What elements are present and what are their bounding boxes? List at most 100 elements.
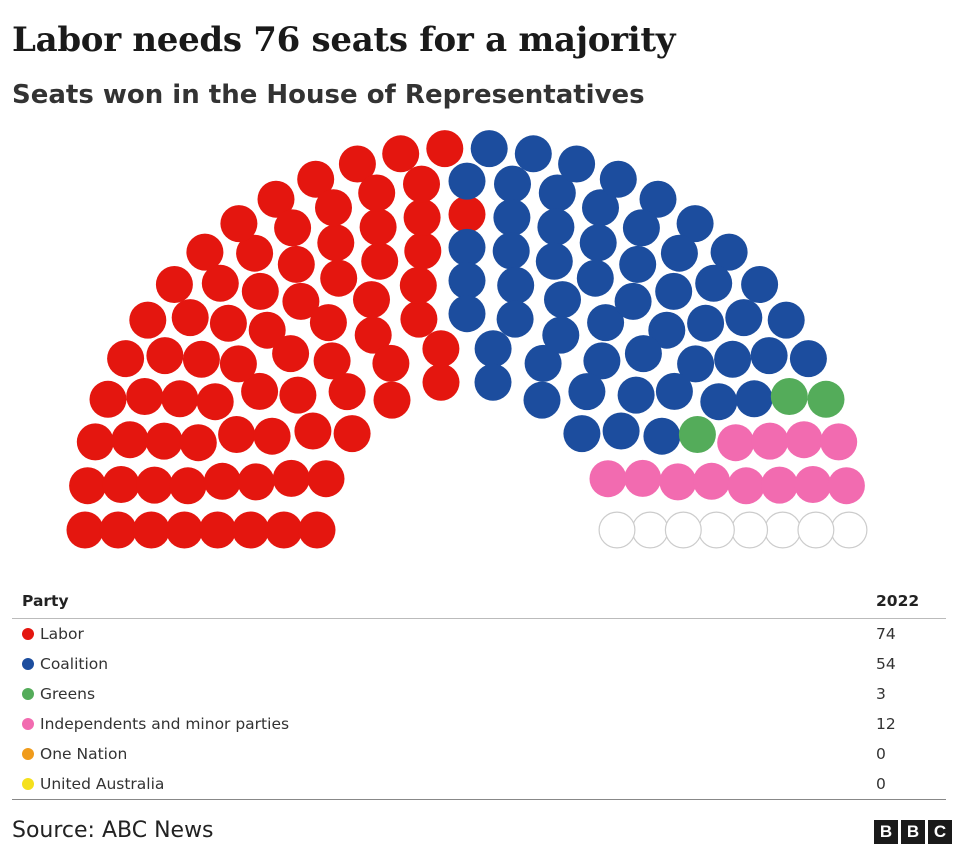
chart-subtitle: Seats won in the House of Representative…	[12, 80, 645, 110]
seat-dot	[741, 266, 779, 303]
seat-dot	[660, 234, 698, 272]
seat-dot	[102, 466, 140, 503]
legend-party: Independents and minor parties	[12, 709, 866, 739]
seat-dot	[279, 376, 317, 414]
legend-swatch	[22, 628, 34, 640]
seat-dot	[315, 189, 352, 227]
seat-dot	[248, 311, 286, 349]
seat-dot	[358, 174, 396, 212]
legend-party: One Nation	[12, 739, 866, 769]
seat-dot	[66, 511, 104, 549]
seat-dot	[399, 266, 437, 304]
seat-dot	[697, 511, 735, 549]
seat-dot	[382, 135, 420, 173]
seat-dot	[767, 301, 805, 339]
seat-dot	[785, 421, 823, 459]
seat-dot	[373, 381, 411, 419]
seat-dot	[265, 511, 303, 549]
seat-dot	[179, 424, 217, 462]
seat-dot	[751, 422, 789, 460]
seat-dot	[155, 266, 193, 303]
seat-dot	[218, 416, 256, 453]
seat-dot	[353, 281, 390, 319]
bbc-logo: B B C	[874, 820, 952, 844]
seat-dot	[700, 383, 738, 421]
seat-dot	[404, 232, 442, 270]
seat-dot	[731, 511, 769, 549]
source-note: Source: ABC News	[12, 818, 214, 843]
seat-dot	[165, 511, 203, 549]
seat-dot	[583, 342, 621, 380]
seat-dot	[448, 228, 486, 266]
seat-dot	[830, 511, 868, 549]
seat-dot	[563, 415, 601, 453]
seat-dot	[338, 145, 376, 183]
seat-dot	[126, 378, 164, 415]
seat-dot	[624, 459, 662, 497]
seat-dot	[582, 189, 619, 227]
seat-dot	[201, 264, 239, 302]
seat-dot	[714, 340, 752, 378]
seat-dot	[624, 335, 662, 373]
seat-dot	[764, 511, 802, 549]
seat-dot	[182, 340, 220, 378]
seat-dot	[236, 234, 274, 272]
seat-dot	[272, 335, 310, 373]
seat-dot	[220, 205, 258, 243]
seat-dot	[797, 511, 835, 549]
legend-label: Independents and minor parties	[40, 715, 290, 733]
seat-dot	[257, 180, 295, 218]
seat-dot	[403, 199, 441, 236]
seat-dot	[750, 337, 788, 375]
seat-dot	[493, 199, 531, 236]
seat-dot	[558, 145, 596, 183]
seat-dot	[107, 340, 145, 378]
legend-row: United Australia 0	[12, 769, 946, 800]
legend-value: 54	[876, 655, 896, 673]
seat-dot	[599, 160, 637, 198]
seat-dot	[589, 460, 627, 498]
seat-dot	[372, 344, 410, 382]
seat-dot	[209, 304, 247, 342]
seat-dot	[361, 242, 399, 280]
seat-dot	[146, 337, 184, 375]
seat-dot	[648, 311, 686, 349]
seat-dot	[448, 295, 486, 333]
seat-dot	[237, 463, 275, 501]
seat-dot	[535, 242, 573, 280]
seat-dot	[169, 467, 207, 505]
legend-value: 74	[876, 625, 896, 643]
legend-swatch	[22, 658, 34, 670]
seat-dot	[568, 373, 606, 411]
seat-dot	[219, 345, 257, 383]
seat-dot	[400, 300, 438, 338]
seat-dot	[677, 345, 715, 383]
seat-dot	[725, 299, 763, 337]
seat-dot	[69, 467, 107, 505]
seat-dot	[579, 224, 617, 262]
seat-dot	[76, 423, 114, 461]
seat-dot	[537, 208, 575, 246]
seat-dot	[602, 412, 640, 450]
seat-dot	[497, 266, 535, 304]
legend-value: 3	[876, 685, 886, 703]
seat-dot	[136, 466, 173, 504]
seat-dot	[282, 282, 320, 320]
seat-dot	[676, 205, 714, 243]
seat-dot	[241, 272, 279, 310]
seat-dot	[494, 165, 531, 203]
legend-swatch	[22, 688, 34, 700]
seat-dot	[492, 232, 530, 270]
party-header: Party	[12, 586, 866, 619]
seat-dot	[576, 259, 614, 297]
seat-dot	[317, 224, 355, 262]
legend-label: Greens	[40, 685, 96, 703]
seat-dot	[664, 511, 702, 549]
seat-dot	[542, 316, 580, 354]
legend-row: Coalition 54	[12, 649, 946, 679]
legend-value: 12	[876, 715, 896, 733]
seat-dot	[695, 264, 733, 302]
seat-dot	[496, 300, 534, 338]
legend-value: 0	[866, 769, 946, 800]
parliament-chart	[66, 130, 868, 549]
